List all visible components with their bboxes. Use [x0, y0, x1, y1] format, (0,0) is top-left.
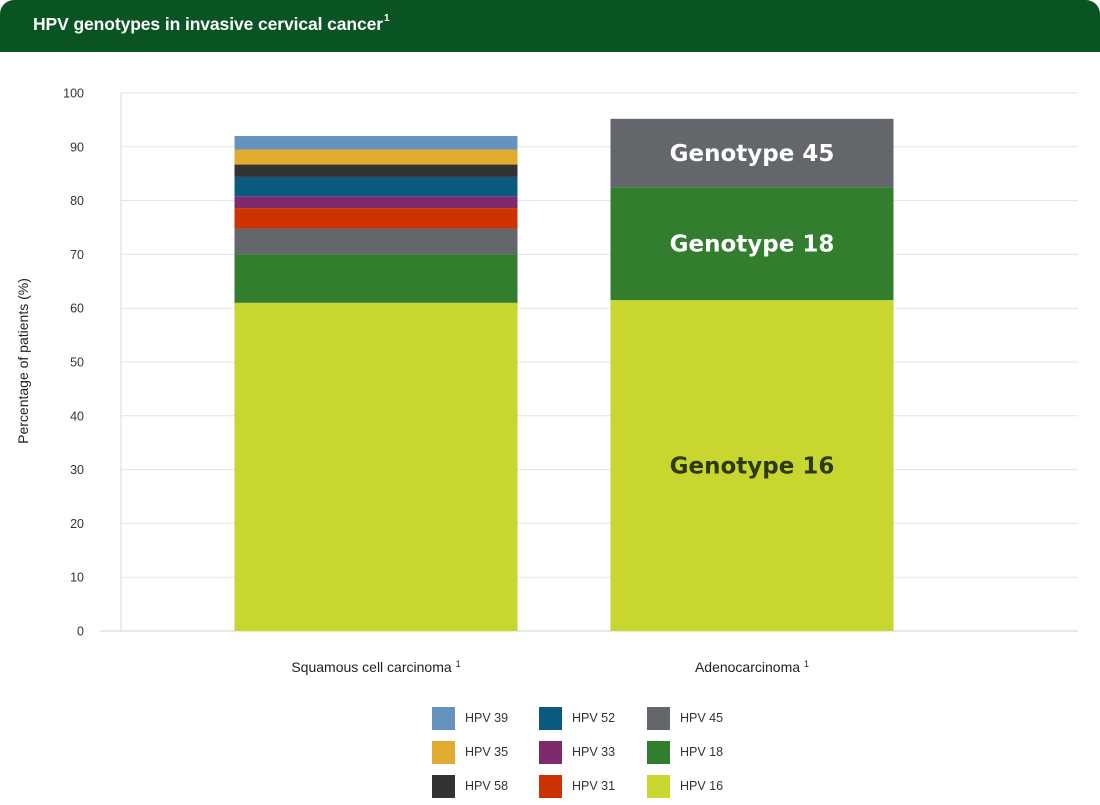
- legend-label: HPV 45: [680, 711, 724, 725]
- legend-label: HPV 33: [572, 745, 616, 759]
- y-tick-label: 90: [70, 140, 84, 154]
- legend-label: HPV 31: [572, 779, 616, 793]
- legend-label: HPV 58: [465, 779, 509, 793]
- y-tick-label: 70: [70, 248, 84, 262]
- bar-segment-hpv-45: [610, 118, 894, 188]
- bar-segment-hpv-31: [234, 208, 518, 229]
- legend-item: HPV 39: [432, 706, 508, 730]
- legend-label: HPV 39: [465, 711, 509, 725]
- legend-item: HPV 35: [432, 740, 508, 764]
- y-tick-label: 50: [70, 356, 84, 370]
- legend-item: HPV 52: [539, 706, 615, 730]
- bar-segment-hpv-39: [234, 136, 518, 150]
- y-tick-label: 100: [63, 87, 84, 101]
- bar-segment-hpv-18: [234, 254, 518, 303]
- legend-label: HPV 16: [680, 779, 724, 793]
- bar-segment-hpv-18: [610, 187, 894, 301]
- legend-label: HPV 35: [465, 745, 509, 759]
- bar-segment-hpv-16: [234, 302, 518, 631]
- legend-item: HPV 58: [432, 774, 508, 798]
- chart-header: HPV genotypes in invasive cervical cance…: [0, 0, 1100, 52]
- legend-item: HPV 18: [647, 740, 723, 764]
- chart-legend: HPV 39 HPV 35 HPV 58 HPV 52 HPV 33 HPV 31 HPV …: [432, 706, 762, 802]
- chart-title-text: HPV genotypes in invasive cervical cance…: [33, 14, 383, 34]
- legend-swatch: [432, 740, 455, 764]
- y-tick-label: 20: [70, 517, 84, 531]
- legend-item: HPV 16: [647, 774, 723, 798]
- x-category-label: Squamous cell carcinoma 1: [291, 659, 460, 675]
- x-category-footnote: 1: [456, 659, 461, 669]
- segment-label: Genotype 45: [670, 141, 835, 167]
- y-axis-title: Percentage of patients (%): [15, 278, 31, 444]
- stacked-bar-chart: 0 10 20 30 40 50 60 70 80 90 100 Percentage of pati…: [15, 87, 1078, 675]
- y-tick-label: 10: [70, 571, 84, 585]
- x-category-label: Adenocarcinoma 1: [695, 659, 809, 675]
- legend-swatch: [432, 706, 455, 730]
- y-tick-label: 30: [70, 463, 84, 477]
- legend-label: HPV 18: [680, 745, 724, 759]
- legend-label: HPV 52: [572, 711, 616, 725]
- x-category-label-text: Adenocarcinoma: [695, 659, 800, 675]
- bar-segment-hpv-52: [234, 176, 518, 197]
- x-category-label-text: Squamous cell carcinoma: [291, 659, 452, 675]
- legend-item: HPV 31: [539, 774, 615, 798]
- legend-item: HPV 45: [647, 706, 723, 730]
- chart-title: HPV genotypes in invasive cervical cance…: [33, 13, 390, 35]
- y-tick-label: 40: [70, 409, 84, 423]
- y-tick-label: 60: [70, 302, 84, 316]
- chart-title-footnote: 1: [383, 13, 390, 24]
- x-category-footnote: 1: [804, 659, 809, 669]
- segment-label: Genotype 18: [670, 232, 835, 258]
- legend-swatch: [647, 706, 670, 730]
- legend-swatch: [432, 774, 455, 798]
- legend-swatch: [647, 774, 670, 798]
- bar-segment-hpv-16: [610, 300, 894, 631]
- legend-swatch: [539, 740, 562, 764]
- segment-label: Genotype 16: [670, 454, 835, 480]
- legend-swatch: [539, 706, 562, 730]
- bar-segment-hpv-35: [234, 149, 518, 165]
- legend-item: HPV 33: [539, 740, 615, 764]
- legend-swatch: [539, 774, 562, 798]
- bar-segment-hpv-33: [234, 196, 518, 209]
- bar-segment-hpv-58: [234, 164, 518, 177]
- bar-segment-hpv-45: [234, 228, 518, 255]
- y-tick-label: 80: [70, 194, 84, 208]
- y-tick-label: 0: [77, 625, 84, 639]
- legend-swatch: [647, 740, 670, 764]
